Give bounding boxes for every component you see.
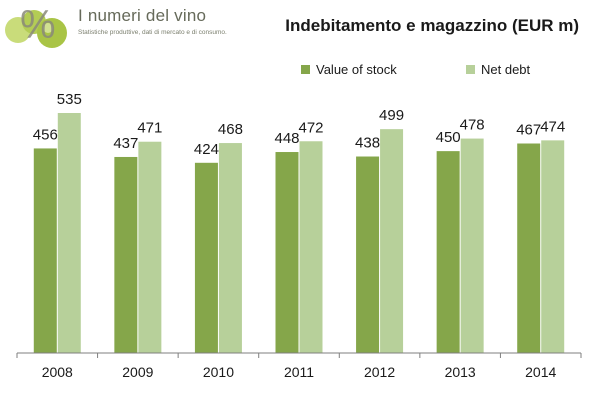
bar-net-debt-2008 — [57, 113, 81, 353]
logo-percent-glyph: % — [20, 3, 56, 47]
bar-value-of-stock-2010 — [194, 162, 218, 353]
value-label-net-debt-2010: 468 — [218, 121, 243, 138]
x-tick-label-2013: 2013 — [445, 364, 476, 380]
logo-title: I numeri del vino — [78, 6, 207, 25]
grape-logo-icon: % — [0, 0, 78, 52]
value-label-net-debt-2012: 499 — [379, 107, 404, 124]
x-tick-label-2009: 2009 — [122, 364, 153, 380]
legend: Value of stock Net debt — [301, 62, 531, 77]
value-label-net-debt-2013: 478 — [460, 117, 485, 134]
bar-value-of-stock-2008 — [33, 148, 57, 353]
legend-swatch-net-debt — [466, 65, 475, 74]
chart-title: Indebitamento e magazzino (EUR m) — [285, 16, 579, 35]
x-tick-label-2012: 2012 — [364, 364, 395, 380]
value-label-net-debt-2009: 471 — [137, 120, 162, 137]
value-label-value-of-stock-2014: 467 — [516, 122, 541, 139]
bar-value-of-stock-2009 — [114, 156, 138, 353]
bar-value-of-stock-2012 — [356, 156, 380, 353]
bar-value-of-stock-2013 — [436, 151, 460, 353]
value-label-net-debt-2014: 474 — [540, 118, 565, 135]
legend-label-value-of-stock: Value of stock — [316, 62, 397, 77]
logo: % I numeri del vino Statistiche produtti… — [0, 0, 227, 52]
value-label-value-of-stock-2009: 437 — [113, 135, 138, 152]
bar-value-of-stock-2014 — [517, 143, 541, 353]
value-label-value-of-stock-2008: 456 — [33, 126, 58, 143]
bar-net-debt-2009 — [138, 141, 162, 353]
legend-swatch-value-of-stock — [301, 65, 310, 74]
x-tick-label-2011: 2011 — [284, 364, 314, 380]
value-label-value-of-stock-2013: 450 — [436, 129, 461, 146]
x-tick-label-2008: 2008 — [42, 364, 73, 380]
x-tick-label-2010: 2010 — [203, 364, 234, 380]
bar-net-debt-2010 — [218, 143, 242, 353]
legend-label-net-debt: Net debt — [481, 62, 531, 77]
bar-value-of-stock-2011 — [275, 152, 299, 353]
value-label-value-of-stock-2010: 424 — [194, 141, 219, 158]
value-label-value-of-stock-2012: 438 — [355, 135, 380, 152]
value-label-net-debt-2008: 535 — [57, 91, 82, 108]
value-label-value-of-stock-2011: 448 — [274, 130, 299, 147]
bar-net-debt-2012 — [380, 129, 404, 353]
bars — [33, 113, 565, 353]
logo-subtitle: Statistiche produttive, dati di mercato … — [78, 29, 227, 36]
bar-net-debt-2011 — [299, 141, 323, 353]
x-axis: 2008 2009 2010 2011 2012 2013 2014 — [16, 352, 582, 380]
bar-net-debt-2014 — [541, 140, 565, 353]
value-label-net-debt-2011: 472 — [298, 119, 323, 136]
bar-net-debt-2013 — [460, 138, 484, 353]
x-tick-label-2014: 2014 — [525, 364, 556, 380]
